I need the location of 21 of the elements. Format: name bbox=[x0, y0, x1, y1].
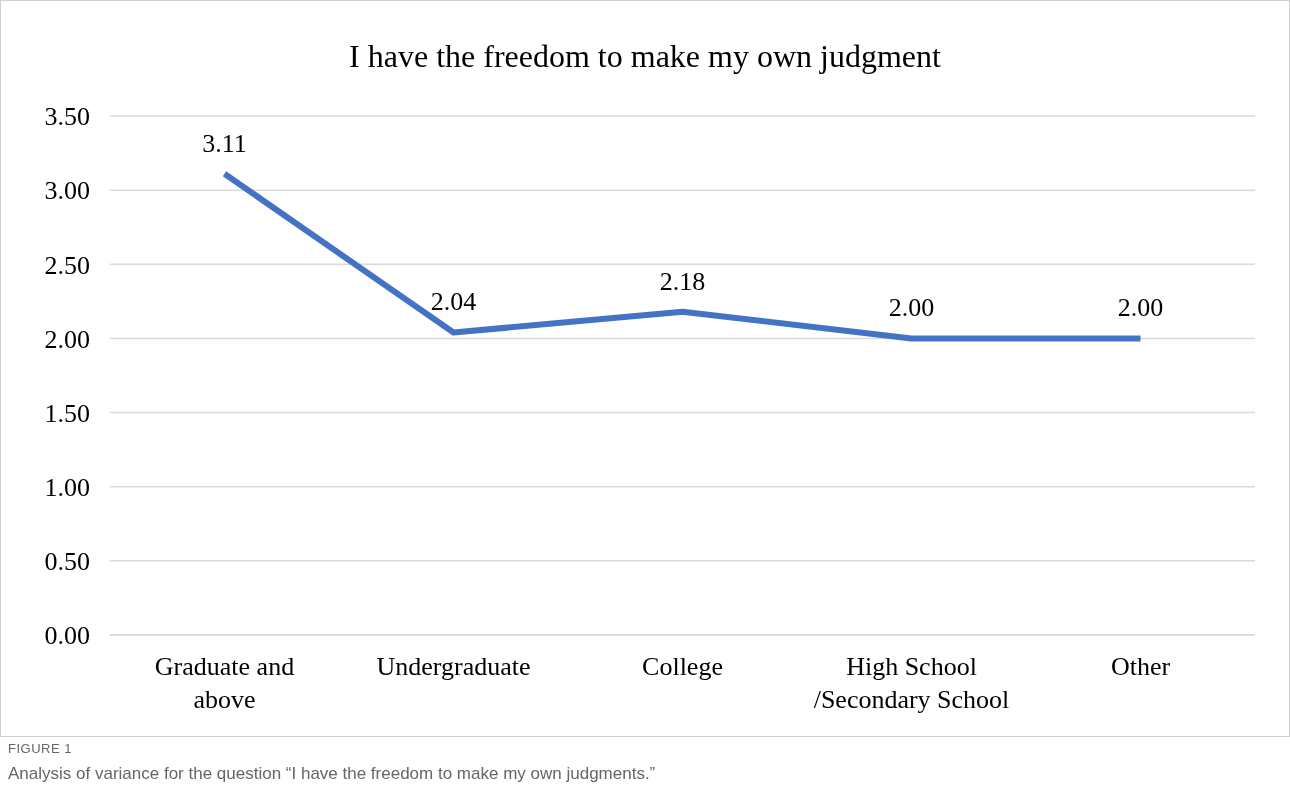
data-label: 2.18 bbox=[659, 266, 706, 296]
y-tick-label: 3.00 bbox=[44, 176, 90, 206]
y-tick-label: 0.00 bbox=[44, 621, 90, 651]
chart-title: I have the freedom to make my own judgment bbox=[348, 38, 942, 75]
y-tick-label: 3.50 bbox=[44, 102, 90, 132]
text: Analysis of variance for the question “I have the freedom to make my own judgments.” bbox=[8, 764, 656, 784]
x-tick-label: Undergraduate bbox=[376, 652, 531, 681]
data-label: 2.04 bbox=[430, 287, 477, 317]
y-tick-label: 2.50 bbox=[44, 250, 90, 280]
y-tick-label: 1.00 bbox=[44, 472, 90, 502]
data-label: 3.11 bbox=[202, 128, 247, 158]
x-tick-label: Other bbox=[1110, 652, 1171, 681]
y-tick-label: 2.00 bbox=[44, 324, 90, 354]
data-label: 2.00 bbox=[888, 293, 935, 323]
x-tick-label: High School /Secondary School bbox=[813, 652, 1010, 714]
y-tick-label: 1.50 bbox=[44, 398, 90, 428]
x-tick-label: Graduate and above bbox=[154, 652, 295, 714]
y-tick-label: 0.50 bbox=[44, 547, 90, 577]
data-label: 2.00 bbox=[1117, 293, 1164, 323]
x-tick-label: College bbox=[642, 652, 723, 681]
caption: FIGURE 1 bbox=[8, 741, 72, 756]
